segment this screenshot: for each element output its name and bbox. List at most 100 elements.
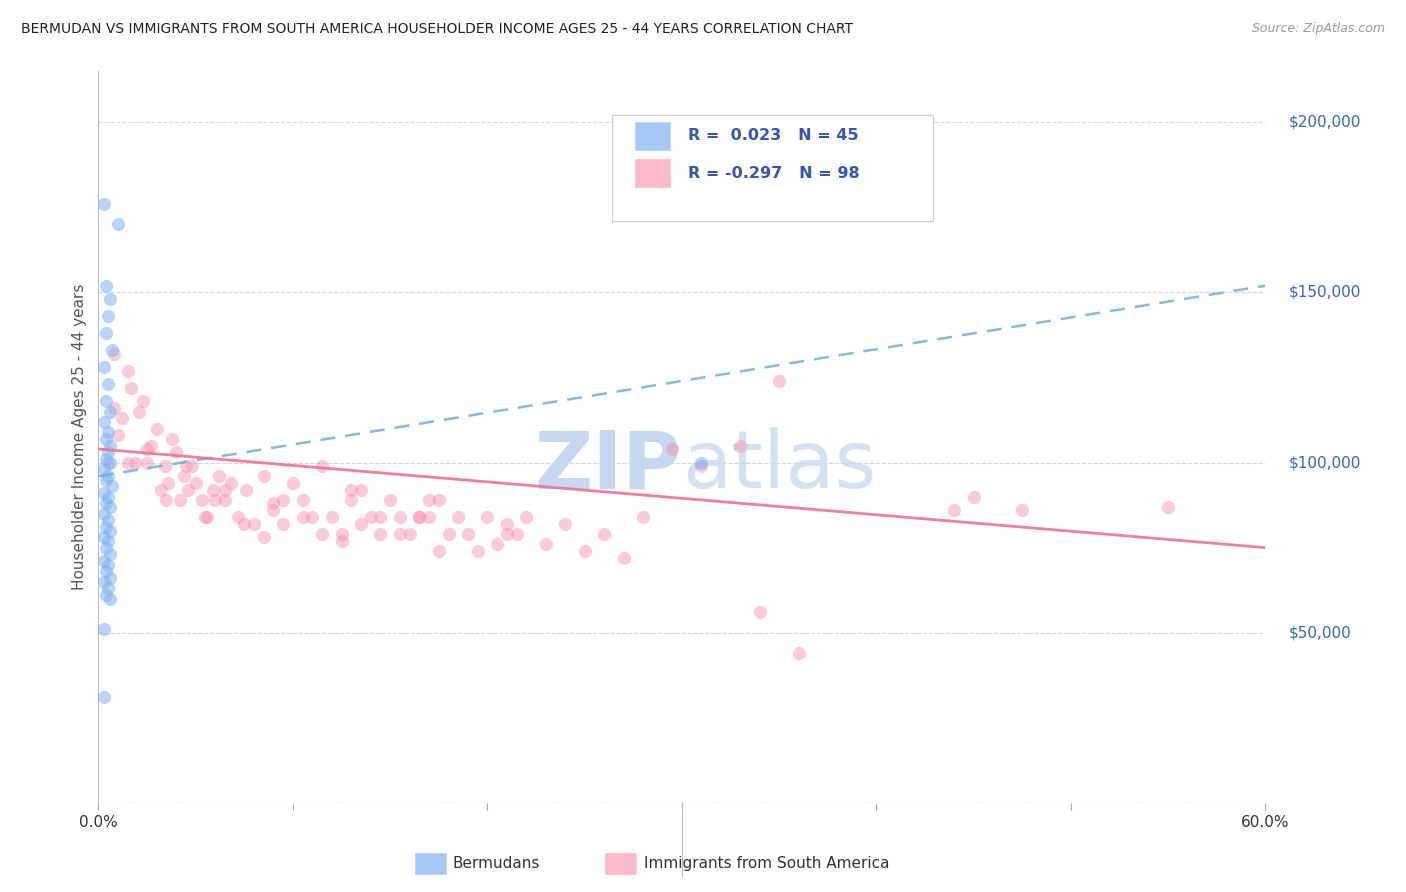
Point [96, 278, 118, 293]
Point [554, 516, 576, 531]
Point [457, 527, 479, 541]
Point [97, 425, 120, 439]
Point [165, 445, 187, 459]
Point [235, 483, 257, 497]
Point [98, 404, 121, 418]
Point [128, 404, 150, 418]
Point [661, 442, 683, 456]
Point [98, 439, 121, 453]
Point [388, 527, 411, 541]
Point [155, 493, 177, 508]
Point [136, 456, 159, 470]
Point [93, 554, 115, 568]
Point [350, 516, 373, 531]
Point [93, 690, 115, 705]
Point [93, 574, 115, 589]
Point [253, 531, 276, 545]
Point [93, 197, 115, 211]
Point [97, 513, 120, 527]
Point [378, 493, 402, 508]
Point [253, 469, 276, 483]
Point [157, 475, 180, 490]
Point [103, 401, 125, 416]
Point [117, 456, 139, 470]
Point [136, 442, 159, 456]
Point [97, 456, 120, 470]
Point [162, 432, 184, 446]
Point [96, 565, 118, 579]
Point [291, 493, 314, 508]
Point [194, 510, 217, 524]
Point [495, 527, 517, 541]
Point [388, 510, 411, 524]
Point [208, 469, 231, 483]
Point [98, 548, 121, 562]
Point [98, 524, 121, 538]
Point [370, 527, 392, 541]
Point [787, 646, 810, 660]
Text: $200,000: $200,000 [1289, 115, 1361, 130]
Point [149, 483, 172, 497]
Text: $50,000: $50,000 [1289, 625, 1351, 640]
Point [330, 527, 353, 541]
Point [146, 421, 169, 435]
Point [169, 493, 191, 508]
Point [97, 558, 120, 572]
Point [219, 475, 242, 490]
Text: BERMUDAN VS IMMIGRANTS FROM SOUTH AMERICA HOUSEHOLDER INCOME AGES 25 - 44 YEARS : BERMUDAN VS IMMIGRANTS FROM SOUTH AMERIC… [21, 22, 853, 37]
Text: Immigrants from South America: Immigrants from South America [644, 856, 890, 871]
Text: Source: ZipAtlas.com: Source: ZipAtlas.com [1251, 22, 1385, 36]
Point [271, 516, 294, 531]
Point [96, 432, 118, 446]
Point [370, 510, 392, 524]
Point [427, 493, 450, 508]
Point [1157, 500, 1180, 514]
Point [204, 493, 226, 508]
Point [180, 458, 202, 473]
Point [96, 520, 118, 534]
Text: Bermudans: Bermudans [453, 856, 540, 871]
Point [262, 503, 284, 517]
Point [486, 537, 509, 551]
Point [96, 496, 118, 510]
Point [418, 510, 440, 524]
Point [139, 439, 162, 453]
Point [311, 458, 333, 473]
Point [418, 493, 440, 508]
Point [96, 452, 118, 467]
Point [121, 381, 143, 395]
Point [103, 347, 125, 361]
Point [93, 507, 115, 521]
Point [281, 475, 304, 490]
Point [97, 582, 120, 596]
Point [96, 326, 118, 341]
Point [96, 541, 118, 555]
Point [243, 516, 266, 531]
Point [477, 510, 499, 524]
Point [1011, 503, 1033, 517]
Point [214, 483, 236, 497]
Point [467, 544, 489, 558]
Point [93, 360, 115, 375]
Point [350, 483, 373, 497]
Point [93, 415, 115, 429]
Point [93, 486, 115, 500]
Point [631, 510, 654, 524]
Point [943, 503, 966, 517]
Point [612, 550, 634, 565]
Text: $150,000: $150,000 [1289, 285, 1361, 300]
Point [97, 533, 120, 548]
Point [177, 483, 200, 497]
Point [534, 537, 557, 551]
Point [174, 458, 197, 473]
Point [111, 411, 134, 425]
Point [98, 571, 121, 585]
Point [340, 493, 363, 508]
Point [107, 428, 129, 442]
Point [93, 531, 115, 545]
Point [98, 500, 121, 514]
Point [98, 456, 121, 470]
Point [748, 605, 770, 619]
Point [96, 394, 118, 409]
Point [97, 469, 120, 483]
